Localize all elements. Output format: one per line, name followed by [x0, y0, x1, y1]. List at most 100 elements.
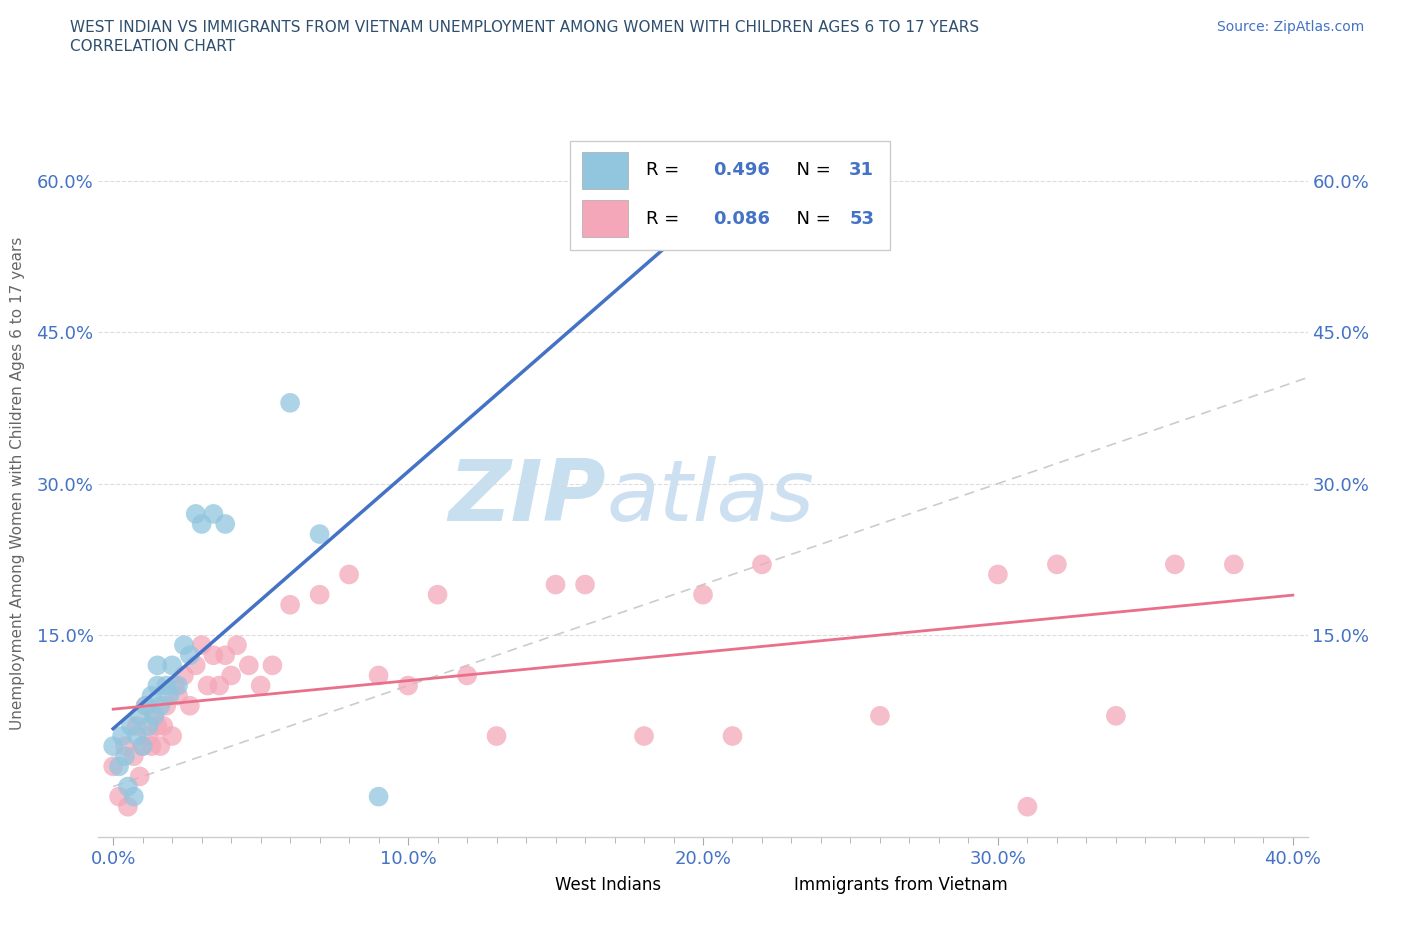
Point — [337, 567, 360, 582]
Bar — [582, 200, 628, 237]
Text: Source: ZipAtlas.com: Source: ZipAtlas.com — [1216, 20, 1364, 34]
Text: 0.086: 0.086 — [713, 209, 769, 228]
Point — [101, 738, 124, 753]
Point — [692, 587, 714, 602]
Text: atlas: atlas — [606, 457, 814, 539]
Point — [367, 790, 389, 804]
Point — [141, 738, 163, 753]
Point — [184, 658, 207, 672]
Point — [165, 678, 187, 693]
Point — [190, 516, 212, 531]
Text: West Indians: West Indians — [555, 876, 661, 895]
Point — [101, 759, 124, 774]
Text: R =: R = — [647, 209, 685, 228]
Point — [197, 678, 219, 693]
Point — [1046, 557, 1069, 572]
Point — [152, 719, 174, 734]
Point — [456, 668, 478, 683]
Point — [128, 709, 150, 724]
FancyBboxPatch shape — [569, 140, 890, 250]
Y-axis label: Unemployment Among Women with Children Ages 6 to 17 years: Unemployment Among Women with Children A… — [10, 237, 25, 730]
Point — [396, 678, 419, 693]
Point — [125, 728, 148, 743]
Point — [146, 719, 169, 734]
Point — [173, 638, 195, 653]
Point — [135, 698, 157, 713]
Point — [278, 597, 301, 612]
Point — [149, 698, 172, 713]
Point — [114, 738, 136, 753]
Text: N =: N = — [785, 209, 837, 228]
Point — [226, 638, 249, 653]
Point — [179, 698, 201, 713]
Point — [143, 709, 166, 724]
Point — [160, 728, 183, 743]
Point — [167, 678, 190, 693]
Point — [160, 658, 183, 672]
Point — [308, 587, 330, 602]
Text: ZIP: ZIP — [449, 457, 606, 539]
Point — [131, 738, 153, 753]
Point — [308, 526, 330, 541]
Point — [721, 728, 744, 743]
Point — [146, 678, 169, 693]
Point — [155, 678, 177, 693]
Point — [1164, 557, 1187, 572]
Point — [146, 658, 169, 672]
Text: 53: 53 — [849, 209, 875, 228]
Point — [574, 578, 596, 592]
Point — [190, 638, 212, 653]
Point — [426, 587, 449, 602]
Point — [662, 224, 685, 239]
Point — [117, 799, 139, 814]
Point — [138, 719, 160, 734]
Point — [214, 516, 236, 531]
Point — [108, 759, 131, 774]
Bar — [582, 153, 628, 189]
Point — [122, 790, 145, 804]
Point — [1017, 799, 1039, 814]
Point — [869, 709, 891, 724]
Point — [122, 749, 145, 764]
Text: WEST INDIAN VS IMMIGRANTS FROM VIETNAM UNEMPLOYMENT AMONG WOMEN WITH CHILDREN AG: WEST INDIAN VS IMMIGRANTS FROM VIETNAM U… — [70, 20, 980, 35]
Point — [238, 658, 260, 672]
Point — [544, 578, 567, 592]
Bar — [506, 873, 548, 897]
Point — [120, 719, 142, 734]
Point — [202, 648, 225, 663]
Point — [485, 728, 508, 743]
Point — [1105, 709, 1128, 724]
Text: 31: 31 — [849, 162, 875, 179]
Text: N =: N = — [785, 162, 837, 179]
Point — [202, 507, 225, 522]
Point — [173, 668, 195, 683]
Point — [184, 507, 207, 522]
Text: CORRELATION CHART: CORRELATION CHART — [70, 39, 235, 54]
Point — [143, 709, 166, 724]
Point — [141, 688, 163, 703]
Point — [131, 738, 153, 753]
Point — [117, 779, 139, 794]
Point — [108, 790, 131, 804]
Point — [987, 567, 1010, 582]
Text: R =: R = — [647, 162, 685, 179]
Point — [135, 698, 157, 713]
Point — [633, 728, 655, 743]
Text: Immigrants from Vietnam: Immigrants from Vietnam — [794, 876, 1008, 895]
Point — [114, 749, 136, 764]
Point — [278, 395, 301, 410]
Point — [208, 678, 231, 693]
Point — [157, 688, 180, 703]
Point — [167, 688, 190, 703]
Bar — [745, 873, 787, 897]
Point — [128, 769, 150, 784]
Point — [751, 557, 773, 572]
Point — [1223, 557, 1246, 572]
Point — [262, 658, 284, 672]
Point — [249, 678, 271, 693]
Point — [149, 738, 172, 753]
Point — [155, 698, 177, 713]
Point — [367, 668, 389, 683]
Point — [179, 648, 201, 663]
Point — [111, 728, 134, 743]
